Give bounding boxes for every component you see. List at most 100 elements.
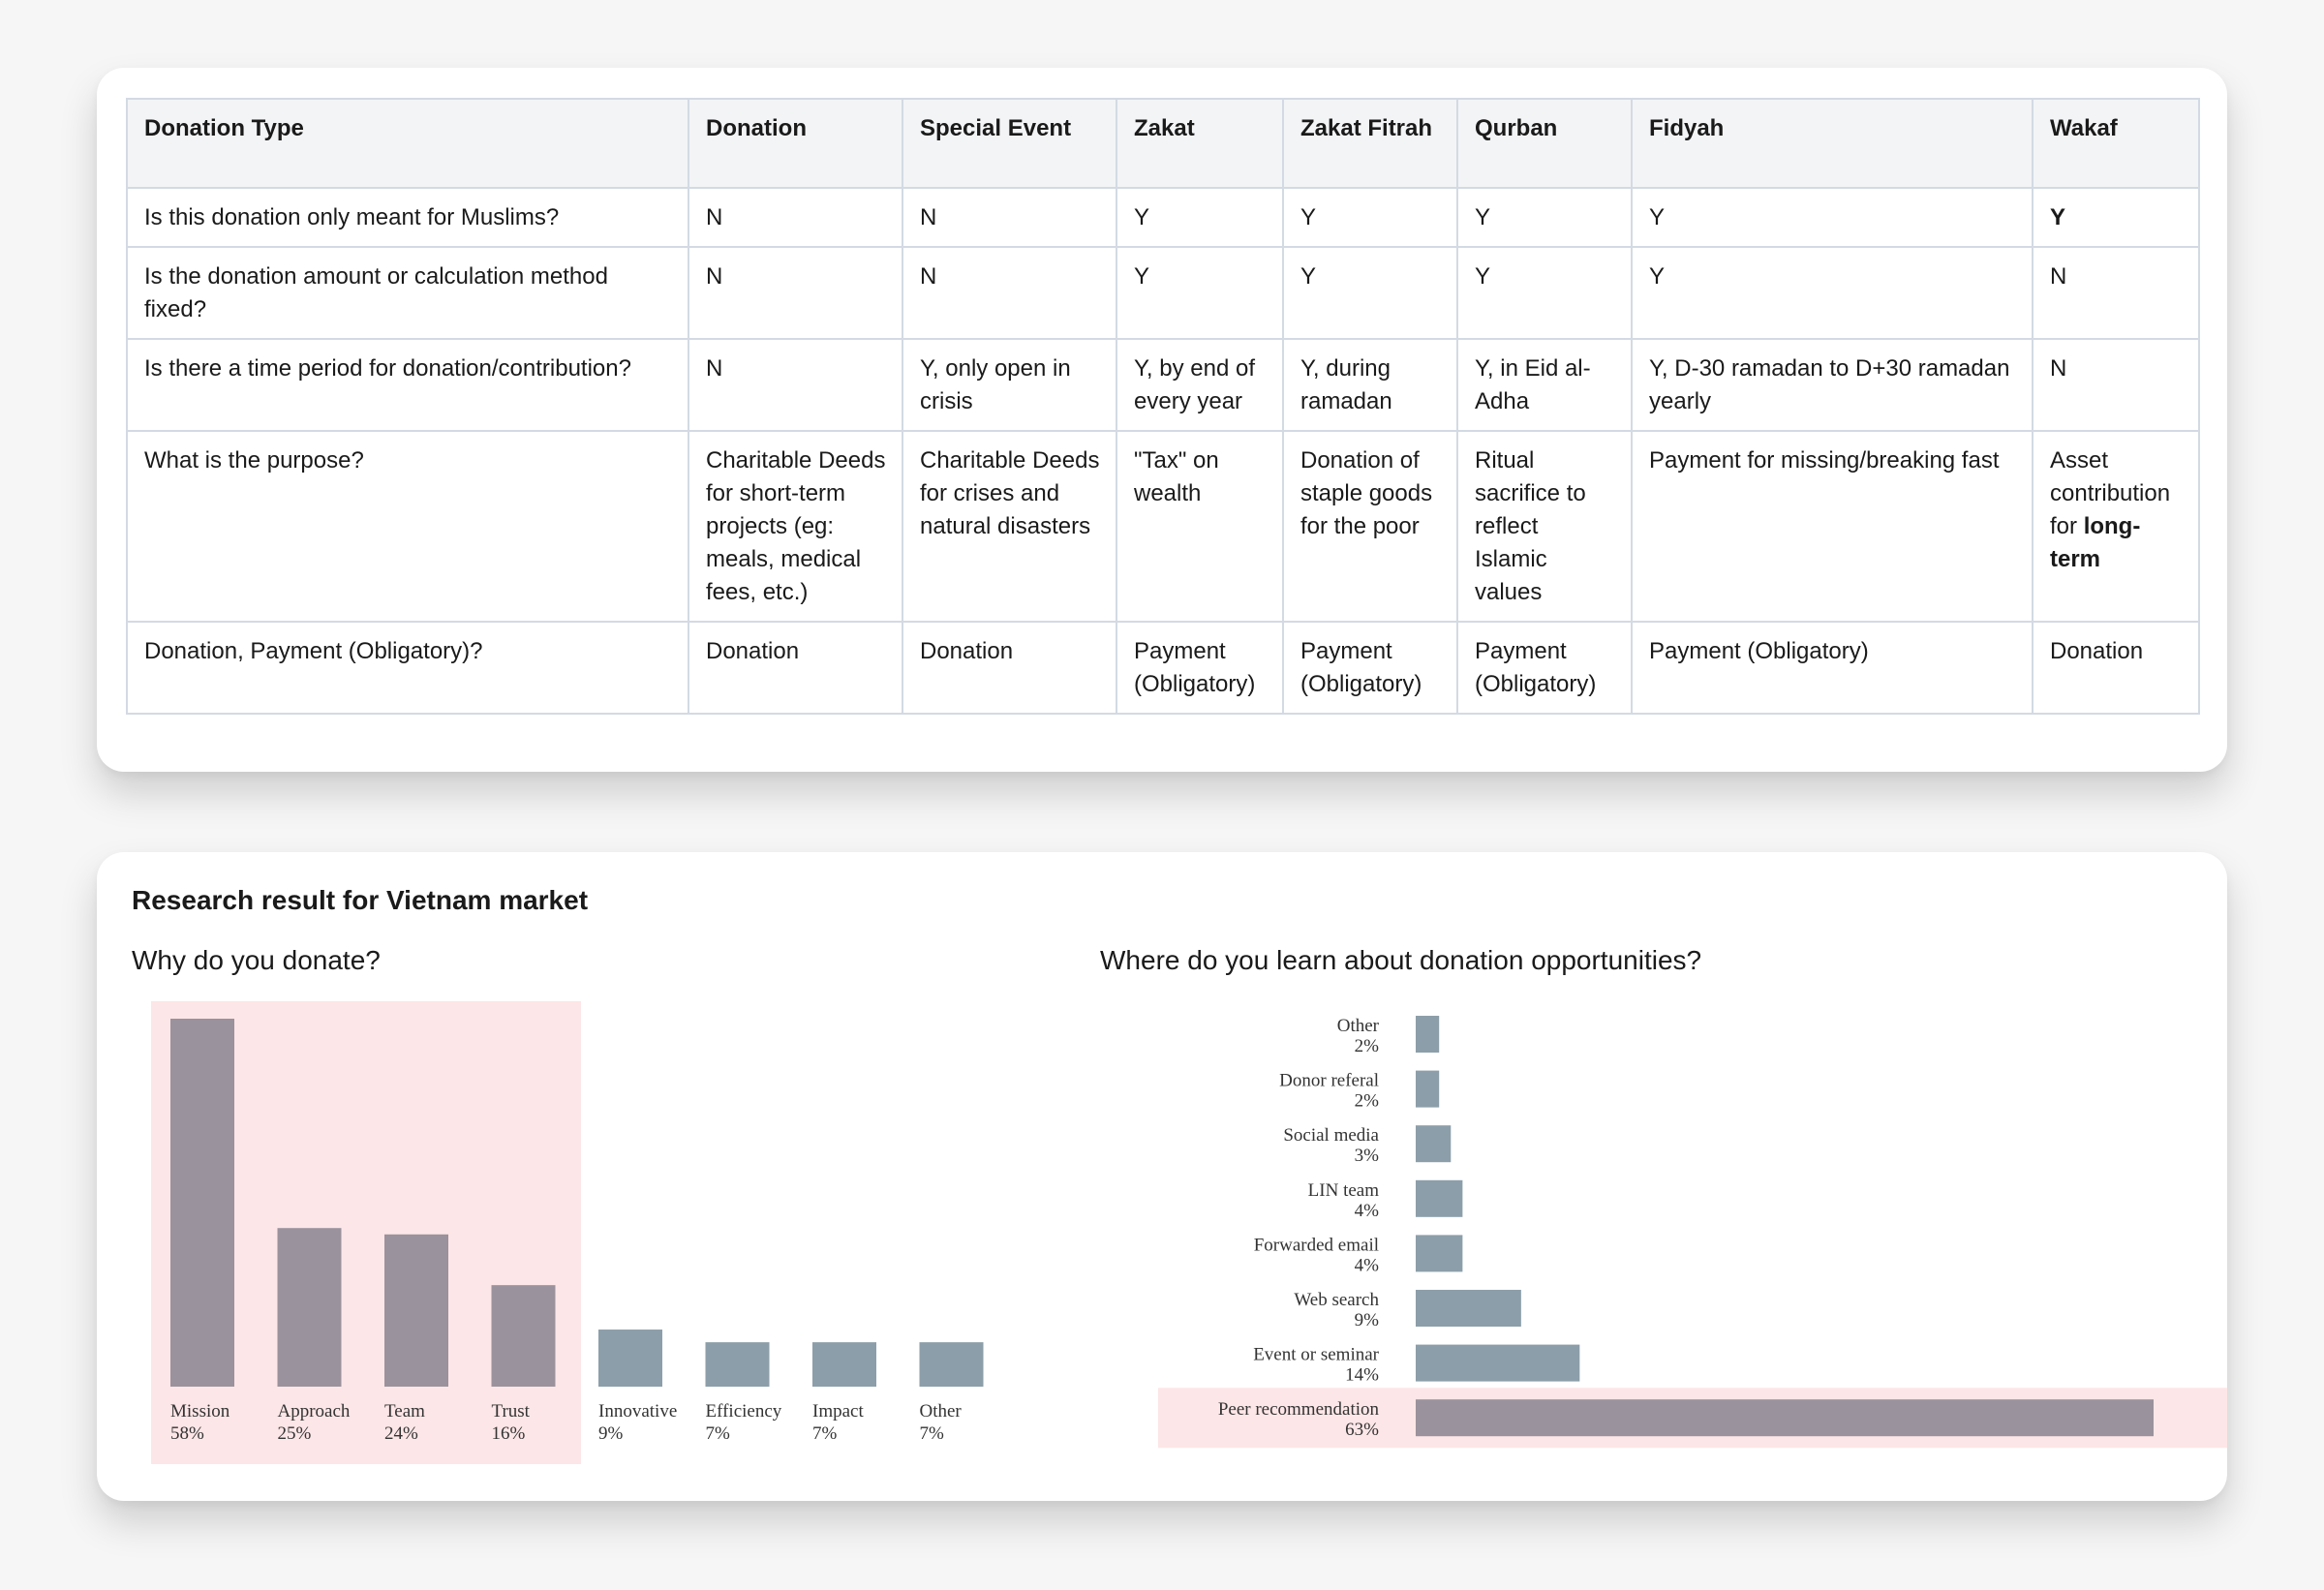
column-header: Wakaf [2032, 98, 2200, 189]
table-cell: Charitable Deeds for crises and natural … [902, 430, 1117, 623]
table-cell: Y, D-30 ramadan to D+30 ramadan yearly [1631, 338, 2034, 432]
row-question: Is there a time period for donation/cont… [126, 338, 689, 432]
category-label: Web search [1294, 1290, 1379, 1310]
why-donate-title: Why do you donate? [132, 945, 381, 975]
row-question: Is the donation amount or calculation me… [126, 246, 689, 340]
bar-event-or-seminar [1416, 1344, 1580, 1382]
table-cell: N [688, 246, 903, 340]
table-cell: Donation [2032, 621, 2200, 715]
table-cell: Donation [902, 621, 1117, 715]
category-label: Innovative [598, 1401, 677, 1422]
value-label: 7% [706, 1423, 731, 1444]
table-cell: Y [1456, 246, 1633, 340]
bar-social-media [1416, 1125, 1452, 1163]
bar-donor-referal [1416, 1070, 1440, 1108]
research-title: Research result for Vietnam market [132, 885, 589, 915]
table-cell: Y, in Eid al-Adha [1456, 338, 1633, 432]
table-row: Is this donation only meant for Muslims?… [126, 187, 2200, 248]
table-row: Is there a time period for donation/cont… [126, 338, 2200, 432]
table-cell: Payment (Obligatory) [1631, 621, 2034, 715]
table-cell: Ritual sacrifice to reflect Islamic valu… [1456, 430, 1633, 623]
table-cell: N [902, 246, 1117, 340]
value-label: 3% [1355, 1146, 1380, 1166]
row-question: Is this donation only meant for Muslims? [126, 187, 689, 248]
value-label: 16% [492, 1423, 526, 1444]
bar-innovative [598, 1330, 662, 1387]
bar-mission [170, 1019, 234, 1387]
row-question: Donation, Payment (Obligatory)? [126, 621, 689, 715]
value-label: 4% [1355, 1255, 1380, 1275]
bar-forwarded-email [1416, 1235, 1463, 1272]
row-question: What is the purpose? [126, 430, 689, 623]
table-cell: Y, by end of every year [1116, 338, 1284, 432]
table-cell: "Tax" on wealth [1116, 430, 1284, 623]
where-learn-title: Where do you learn about donation opport… [1100, 945, 1702, 975]
donation-types-card: Donation Type Donation Special Event Zak… [97, 68, 2227, 772]
value-label: 63% [1345, 1420, 1379, 1440]
table-cell: N [2032, 338, 2200, 432]
value-label: 9% [1355, 1310, 1380, 1330]
column-header: Special Event [902, 98, 1117, 189]
bar-efficiency [705, 1342, 770, 1387]
table-cell: N [902, 187, 1117, 248]
table-cell: Y [1282, 187, 1458, 248]
category-label: Event or seminar [1253, 1345, 1379, 1365]
wakaf-purpose-text: Asset contribution for [2050, 447, 2171, 539]
category-label: Team [384, 1401, 425, 1422]
bar-peer-recommendation [1416, 1399, 2154, 1437]
table-cell: Y [2032, 187, 2200, 248]
value-label: 58% [170, 1423, 204, 1444]
column-header: Fidyah [1631, 98, 2034, 189]
donation-types-table: Donation Type Donation Special Event Zak… [126, 98, 2200, 715]
table-cell: Charitable Deeds for short-term projects… [688, 430, 903, 623]
bar-other [919, 1342, 984, 1387]
category-label: Efficiency [706, 1401, 782, 1422]
category-label: Impact [812, 1401, 864, 1422]
table-cell: Payment (Obligatory) [1282, 621, 1458, 715]
value-label: 14% [1345, 1365, 1379, 1386]
bar-lin-team [1416, 1179, 1463, 1217]
value-label: 7% [920, 1423, 945, 1444]
column-header: Donation [688, 98, 903, 189]
table-cell: Y [1116, 187, 1284, 248]
category-label: Mission [170, 1401, 230, 1422]
column-header: Qurban [1456, 98, 1633, 189]
category-label: Forwarded email [1254, 1235, 1379, 1255]
category-label: LIN team [1308, 1180, 1380, 1201]
research-result-card: Research result for Vietnam market Why d… [97, 852, 2227, 1501]
column-header: Zakat Fitrah [1282, 98, 1458, 189]
table-cell: Donation of staple goods for the poor [1282, 430, 1458, 623]
column-header: Donation Type [126, 98, 689, 189]
value-label: 24% [384, 1423, 418, 1444]
category-label: Trust [492, 1401, 531, 1422]
table-cell: Y [1456, 187, 1633, 248]
value-label: 2% [1355, 1036, 1380, 1056]
table-cell: Y [1631, 246, 2034, 340]
table-cell: Y, only open in crisis [902, 338, 1117, 432]
table-cell: Payment (Obligatory) [1116, 621, 1284, 715]
category-label: Other [920, 1401, 963, 1422]
table-cell: Y, during ramadan [1282, 338, 1458, 432]
category-label: Peer recommendation [1218, 1399, 1380, 1420]
category-label: Donor referal [1279, 1071, 1379, 1091]
table-cell: Payment for missing/breaking fast [1631, 430, 2034, 623]
bar-team [384, 1234, 448, 1387]
table-cell: Y [1282, 246, 1458, 340]
column-header: Zakat [1116, 98, 1284, 189]
bar-trust [491, 1285, 556, 1387]
table-cell: Y [1631, 187, 2034, 248]
table-cell: N [688, 187, 903, 248]
bar-approach [277, 1228, 342, 1387]
table-cell: Donation [688, 621, 903, 715]
table-cell: N [2032, 246, 2200, 340]
table-cell: N [688, 338, 903, 432]
category-label: Social media [1283, 1125, 1379, 1146]
wakaf-purpose-emphasis: long-term [2050, 513, 2141, 572]
table-row: Donation, Payment (Obligatory)? Donation… [126, 621, 2200, 715]
bar-other [1416, 1016, 1440, 1053]
bar-web-search [1416, 1290, 1521, 1327]
value-label: 7% [812, 1423, 838, 1444]
table-cell: Asset contribution for long-term [2032, 430, 2200, 623]
value-label: 4% [1355, 1201, 1380, 1221]
